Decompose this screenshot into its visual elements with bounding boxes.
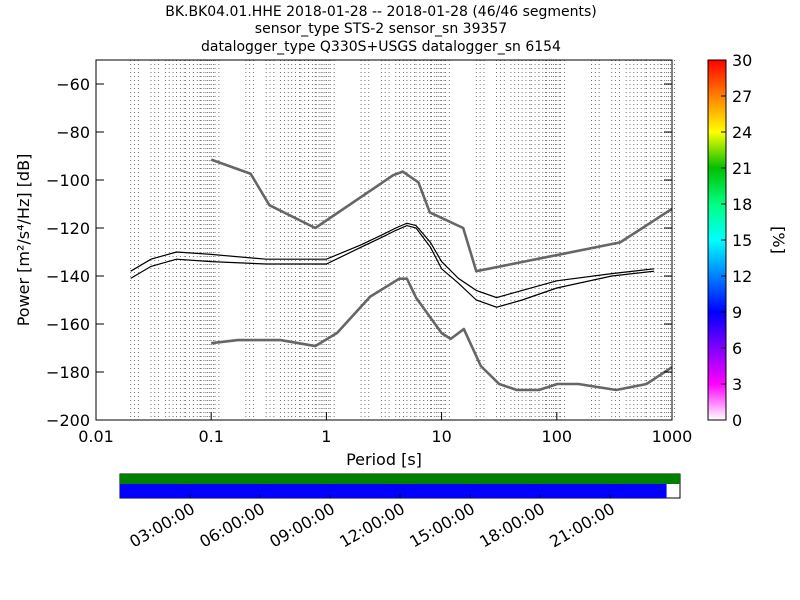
colorbar-tick-label: 15: [732, 231, 752, 250]
colorbar-label: [%]: [769, 226, 788, 254]
y-tick-label: −140: [46, 267, 90, 286]
colorbar-tick-label: 0: [732, 411, 742, 430]
y-tick-label: −200: [46, 411, 90, 430]
time-tick-label: 09:00:00: [266, 499, 338, 551]
title: BK.BK04.01.HHE 2018-01-28 -- 2018-01-28 …: [165, 4, 597, 55]
time-tick-label: 06:00:00: [196, 499, 268, 551]
coverage-bar: [120, 474, 680, 484]
time-tick-label: 03:00:00: [126, 499, 198, 551]
colorbar-tick-label: 27: [732, 87, 752, 106]
statistic-line: [130, 224, 655, 308]
x-tick-label: 100: [542, 427, 573, 446]
plot-background: [96, 60, 672, 420]
time-tick-label: 18:00:00: [476, 499, 548, 551]
colorbar-tick-label: 3: [732, 375, 742, 394]
time-tick-label: 12:00:00: [336, 499, 408, 551]
x-tick-label: 0.01: [78, 427, 114, 446]
colorbar: 0 3 6 9 12 15 18 21 24 27 30 [%]: [707, 51, 788, 430]
x-axis-ticks: 0.01 0.1 1 10 100 1000: [78, 412, 692, 446]
colorbar-tick-label: 24: [732, 123, 752, 142]
y-axis-label: Power [m²/s⁴/Hz] [dB]: [14, 154, 33, 327]
statistic-curves: [130, 222, 655, 308]
coverage-time-ticks: 03:00:0006:00:0009:00:0012:00:0015:00:00…: [126, 494, 618, 551]
statistic-line: [130, 222, 655, 299]
y-tick-label: −160: [46, 315, 90, 334]
coverage-series: [120, 474, 680, 498]
x-tick-label: 10: [431, 427, 451, 446]
y-tick-label: −100: [46, 171, 90, 190]
title-line-1: BK.BK04.01.HHE 2018-01-28 -- 2018-01-28 …: [165, 4, 597, 20]
x-tick-label: 1: [321, 427, 331, 446]
y-tick-label: −120: [46, 219, 90, 238]
plot-frame: [95, 59, 673, 421]
title-line-2: sensor_type STS-2 sensor_sn 39357: [255, 21, 507, 37]
y-tick-label: −80: [56, 123, 90, 142]
noise-model-line: [210, 158, 673, 273]
noise-model-line: [211, 277, 673, 392]
colorbar-tick-label: 30: [732, 51, 752, 70]
colorbar-tick-label: 12: [732, 267, 752, 286]
y-tick-label: −180: [46, 363, 90, 382]
data-coverage-bar: 03:00:0006:00:0009:00:0012:00:0015:00:00…: [119, 473, 681, 551]
y-axis-ticks: −60 −80 −100 −120 −140 −160 −180 −200: [46, 75, 672, 430]
ppsd-plot-area: 0.01 0.1 1 10 100 1000 −60 −80 −100 −120 −140 −160…: [14, 59, 692, 469]
colorbar-tick-label: 21: [732, 159, 752, 178]
colorbar-tick-label: 6: [732, 339, 742, 358]
colorbar-tick-label: 9: [732, 303, 742, 322]
time-tick-label: 21:00:00: [546, 499, 618, 551]
coverage-bar: [120, 484, 667, 498]
colorbar-tick-label: 18: [732, 195, 752, 214]
x-axis-label: Period [s]: [346, 450, 422, 469]
x-tick-label: 0.1: [198, 427, 223, 446]
x-tick-label: 1000: [652, 427, 693, 446]
colorbar-ticks: 0 3 6 9 12 15 18 21 24 27 30: [721, 51, 752, 430]
time-tick-label: 15:00:00: [406, 499, 478, 551]
title-line-3: datalogger_type Q330S+USGS datalogger_sn…: [201, 39, 561, 55]
grid-lines: [130, 60, 675, 420]
y-tick-label: −60: [56, 75, 90, 94]
noise-model-curves: [210, 158, 673, 392]
